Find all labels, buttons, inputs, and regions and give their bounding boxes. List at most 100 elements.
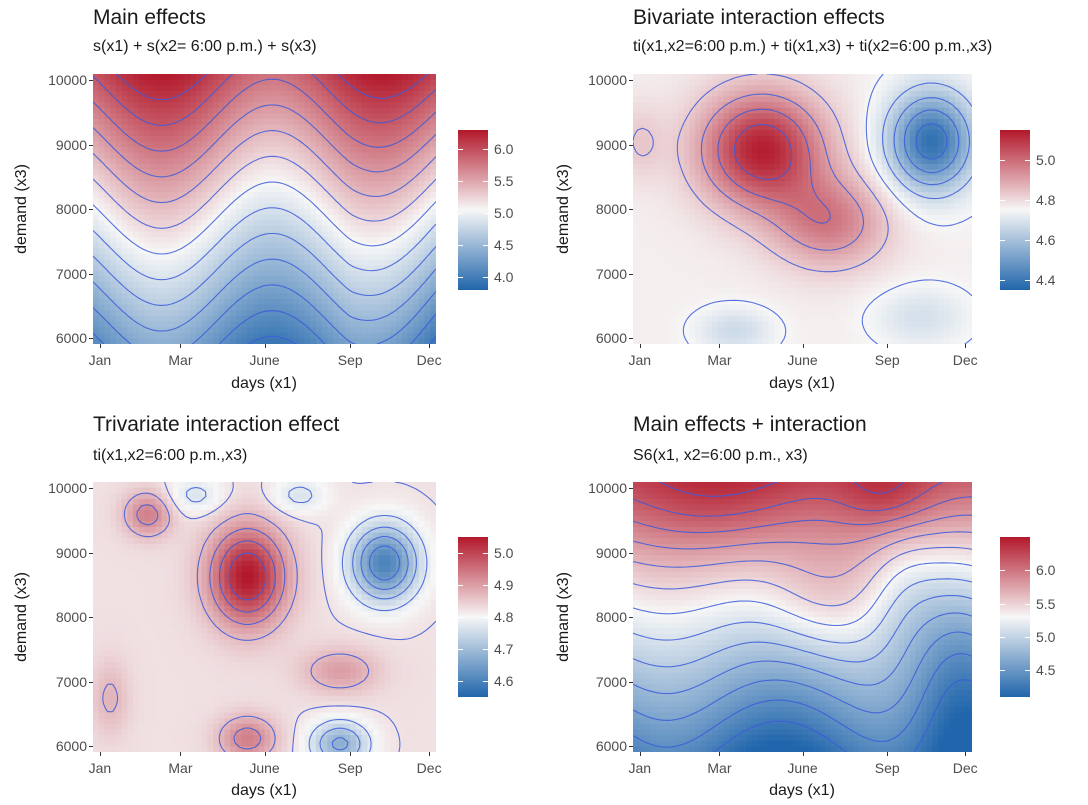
heatmap-cell (167, 130, 174, 137)
heatmap-cell (729, 130, 736, 137)
heatmap-cell (230, 214, 237, 221)
heatmap-cell (842, 231, 849, 238)
heatmap-cell (207, 259, 214, 266)
heatmap-cell (859, 147, 866, 154)
heatmap-cell (218, 299, 226, 306)
heatmap-cell (949, 147, 956, 154)
heatmap-cell (712, 214, 719, 221)
heatmap-cell (161, 209, 168, 216)
heatmap-cell (424, 293, 431, 300)
heatmap-cell (190, 124, 197, 131)
heatmap-cell (751, 203, 758, 210)
heatmap-cell (717, 209, 724, 216)
heatmap-cell (401, 315, 409, 323)
heatmap-cell (293, 164, 300, 171)
heatmap-cell (683, 265, 691, 272)
heatmap-cell (93, 124, 100, 131)
heatmap-cell (395, 141, 403, 148)
heatmap-cell (98, 276, 106, 283)
heatmap-cell (93, 119, 100, 126)
heatmap-cell (418, 203, 426, 210)
heatmap-cell (201, 130, 208, 137)
y-tick-label: 8000 (55, 201, 87, 217)
heatmap-cell (666, 248, 674, 255)
heatmap-cell (887, 180, 894, 188)
heatmap-cell (344, 175, 351, 182)
heatmap-cell (93, 315, 100, 323)
heatmap-cell (333, 169, 340, 176)
heatmap-cell (201, 107, 208, 114)
heatmap-cell (355, 225, 363, 233)
heatmap-cell (892, 119, 900, 126)
heatmap-cell (275, 113, 283, 120)
heatmap-cell (98, 214, 106, 221)
heatmap-cell (638, 147, 645, 154)
heatmap-cell (740, 90, 747, 98)
heatmap-cell (904, 107, 911, 114)
heatmap-cell (110, 209, 117, 216)
heatmap-cell (395, 282, 403, 289)
heatmap-cell (253, 242, 260, 249)
heatmap-cell (875, 225, 883, 233)
heatmap-cell (729, 175, 736, 182)
heatmap-cell (746, 186, 753, 193)
heatmap-cell (338, 321, 346, 328)
heatmap-cell (367, 304, 374, 311)
heatmap-cell (909, 203, 917, 210)
heatmap-cell (218, 248, 226, 255)
heatmap-cell (706, 130, 713, 137)
heatmap-cell (110, 338, 117, 344)
heatmap-cell (133, 304, 140, 311)
heatmap-cell (791, 192, 798, 199)
heatmap-cell (655, 237, 662, 244)
heatmap-cell (830, 135, 837, 143)
heatmap-cell (144, 315, 151, 323)
heatmap-cell (740, 214, 747, 221)
heatmap-cell (373, 237, 380, 244)
heatmap-cell (127, 135, 134, 143)
heatmap-cell (144, 327, 151, 334)
heatmap-cell (904, 158, 911, 165)
heatmap-cell (926, 107, 934, 114)
heatmap-cell (344, 287, 351, 294)
heatmap-cell (350, 119, 357, 126)
heatmap-cell (144, 214, 151, 221)
heatmap-cell (644, 141, 651, 148)
heatmap-cell (859, 158, 866, 165)
heatmap-cell (802, 96, 809, 103)
heatmap-cell (785, 175, 792, 182)
heatmap-cell (235, 254, 243, 261)
heatmap-cell (836, 175, 843, 182)
heatmap-cell (253, 321, 260, 328)
heatmap-cell (666, 85, 674, 92)
heatmap-cell (310, 299, 317, 306)
heatmap-cell (757, 158, 764, 165)
heatmap-cell (104, 192, 111, 199)
heatmap-cell (361, 231, 368, 238)
heatmap-cell (98, 192, 106, 199)
heatmap-cell (144, 90, 151, 98)
heatmap-cell (960, 90, 967, 98)
heatmap-cell (338, 124, 346, 131)
heatmap-cell (864, 119, 871, 126)
heatmap-cell (333, 299, 340, 306)
heatmap-cell (921, 96, 928, 103)
heatmap-cell (661, 102, 668, 109)
heatmap-cell (201, 203, 208, 210)
heatmap-cell (949, 135, 956, 143)
heatmap-cell (960, 158, 967, 165)
heatmap-cell (424, 242, 431, 249)
heatmap-cell (672, 119, 679, 126)
heatmap-cell (932, 186, 939, 193)
heatmap-cell (253, 124, 260, 131)
heatmap-cell (672, 169, 679, 176)
heatmap-cell (247, 119, 254, 126)
heatmap-cell (762, 192, 770, 199)
heatmap-cell (757, 203, 764, 210)
heatmap-cell (430, 197, 436, 204)
heatmap-cell (395, 254, 403, 261)
heatmap-cell (270, 315, 277, 323)
heatmap-cell (258, 282, 266, 289)
heatmap-cell (683, 107, 691, 114)
heatmap-cell (633, 130, 640, 137)
